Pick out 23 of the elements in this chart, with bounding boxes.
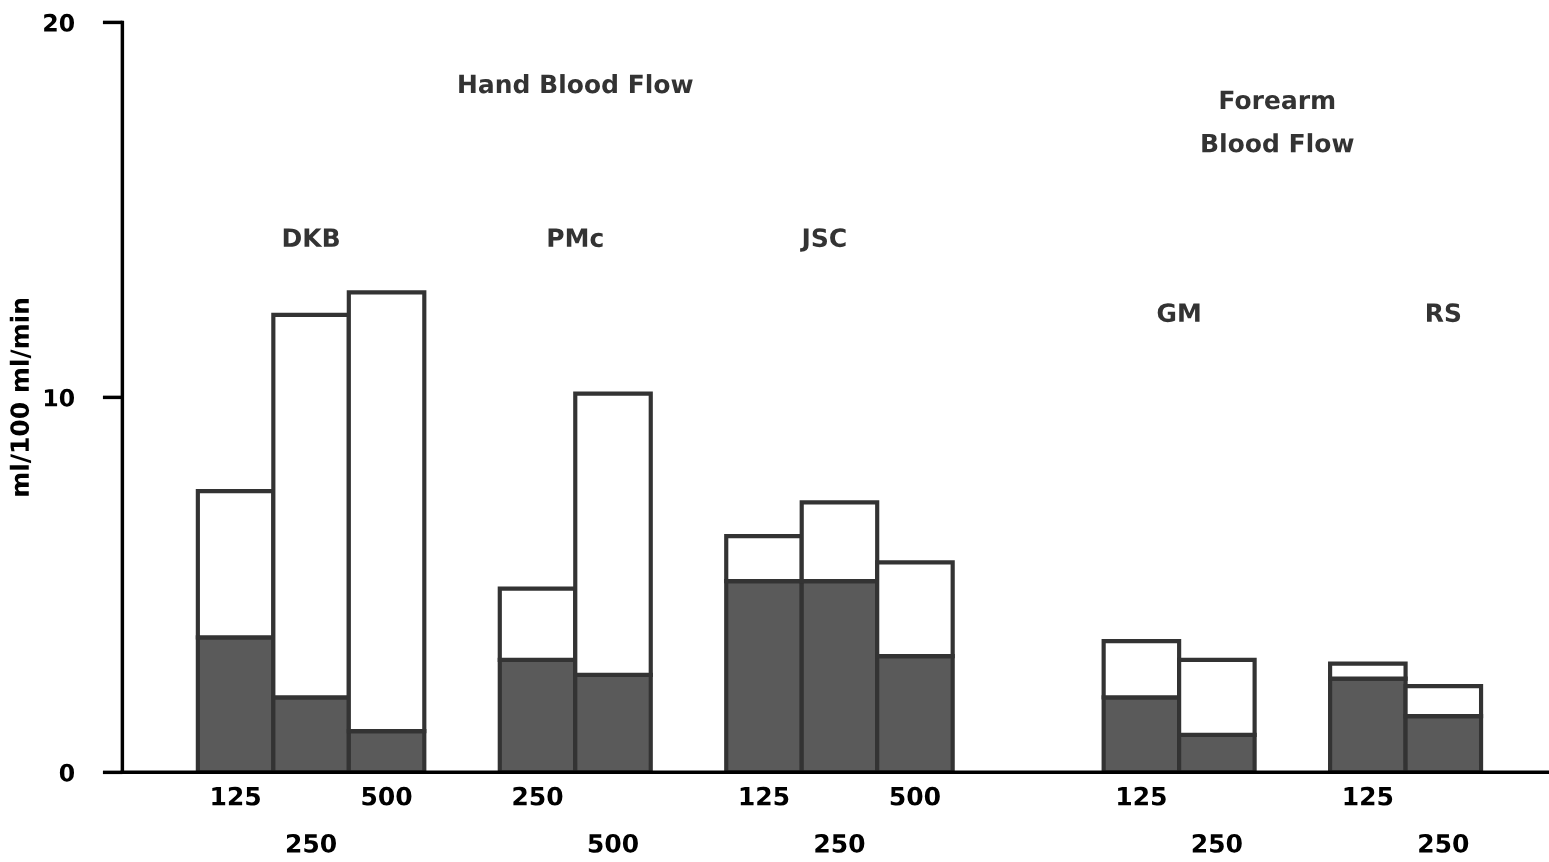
y-tick-label: 10 — [44, 388, 75, 407]
y-axis-title: ml/100 ml/min — [9, 298, 32, 496]
annotation: Hand Blood Flow — [459, 74, 693, 94]
x-tick-label: 125 — [212, 786, 260, 806]
annotation: GM — [1157, 303, 1200, 323]
annotation: PMc — [548, 228, 603, 248]
x-tick-label: 250 — [1419, 833, 1469, 853]
annotation: RS — [1426, 303, 1461, 323]
x-tick-label: 250 — [286, 833, 336, 853]
x-tick-label: 250 — [815, 833, 865, 853]
x-tick-label: 500 — [362, 786, 412, 806]
x-tick-label: 500 — [890, 786, 940, 806]
y-tick-label: 0 — [59, 763, 75, 782]
x-tick-label: 250 — [513, 786, 563, 806]
y-tick-label: 20 — [44, 13, 75, 32]
annotation: DKB — [283, 228, 339, 247]
x-tick-label: 250 — [1192, 833, 1242, 853]
annotation: JSC — [800, 228, 846, 252]
x-tick-label: 125 — [740, 786, 789, 806]
annotation: Forearm Blood Flow — [1202, 90, 1354, 153]
x-tick-label: 125 — [1344, 786, 1393, 806]
x-tick-label: 500 — [588, 833, 638, 853]
x-tick-label: 125 — [1118, 786, 1166, 806]
